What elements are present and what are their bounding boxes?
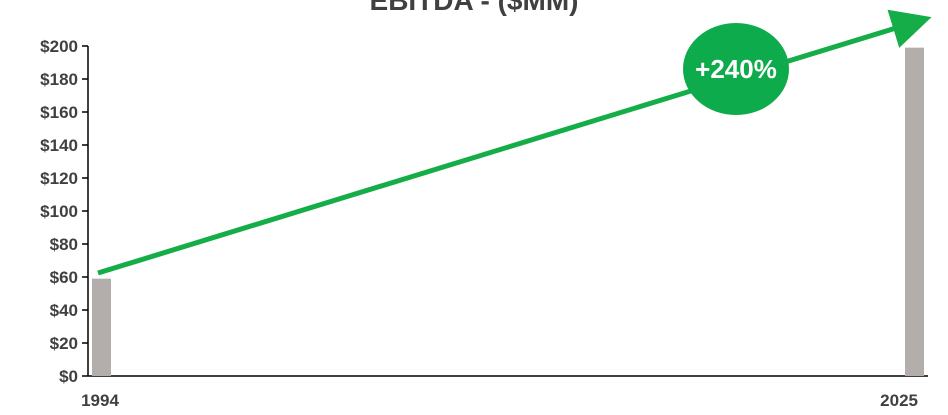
- y-tick-label: $40: [50, 301, 78, 320]
- y-tick-label: $0: [59, 367, 78, 386]
- growth-badge-ellipse: [683, 23, 789, 115]
- growth-badge-label: +240%: [695, 54, 777, 84]
- y-tick-label: $160: [40, 103, 78, 122]
- y-tick-label: $140: [40, 136, 78, 155]
- y-tick-label: $120: [40, 169, 78, 188]
- x-tick-label: 2025: [880, 391, 918, 410]
- bar-2025: [905, 47, 924, 377]
- y-tick-label: $20: [50, 334, 78, 353]
- growth-badge: +240%: [683, 23, 789, 115]
- y-tick-label: $60: [50, 268, 78, 287]
- bar-1994: [92, 278, 111, 376]
- x-axis: 1994 2025: [81, 391, 918, 410]
- trend-arrow: [97, 9, 932, 276]
- y-tick-label: $180: [40, 70, 78, 89]
- x-tick-label: 1994: [81, 391, 119, 410]
- bars-group: [92, 47, 924, 377]
- y-tick-label: $200: [40, 37, 78, 56]
- y-tick-label: $100: [40, 202, 78, 221]
- chart-title: EBITDA - ($MM): [370, 0, 579, 16]
- y-tick-label: $80: [50, 235, 78, 254]
- y-axis: $0 $20 $40 $60 $80 $100 $120 $140 $160 $180 $200: [40, 37, 88, 386]
